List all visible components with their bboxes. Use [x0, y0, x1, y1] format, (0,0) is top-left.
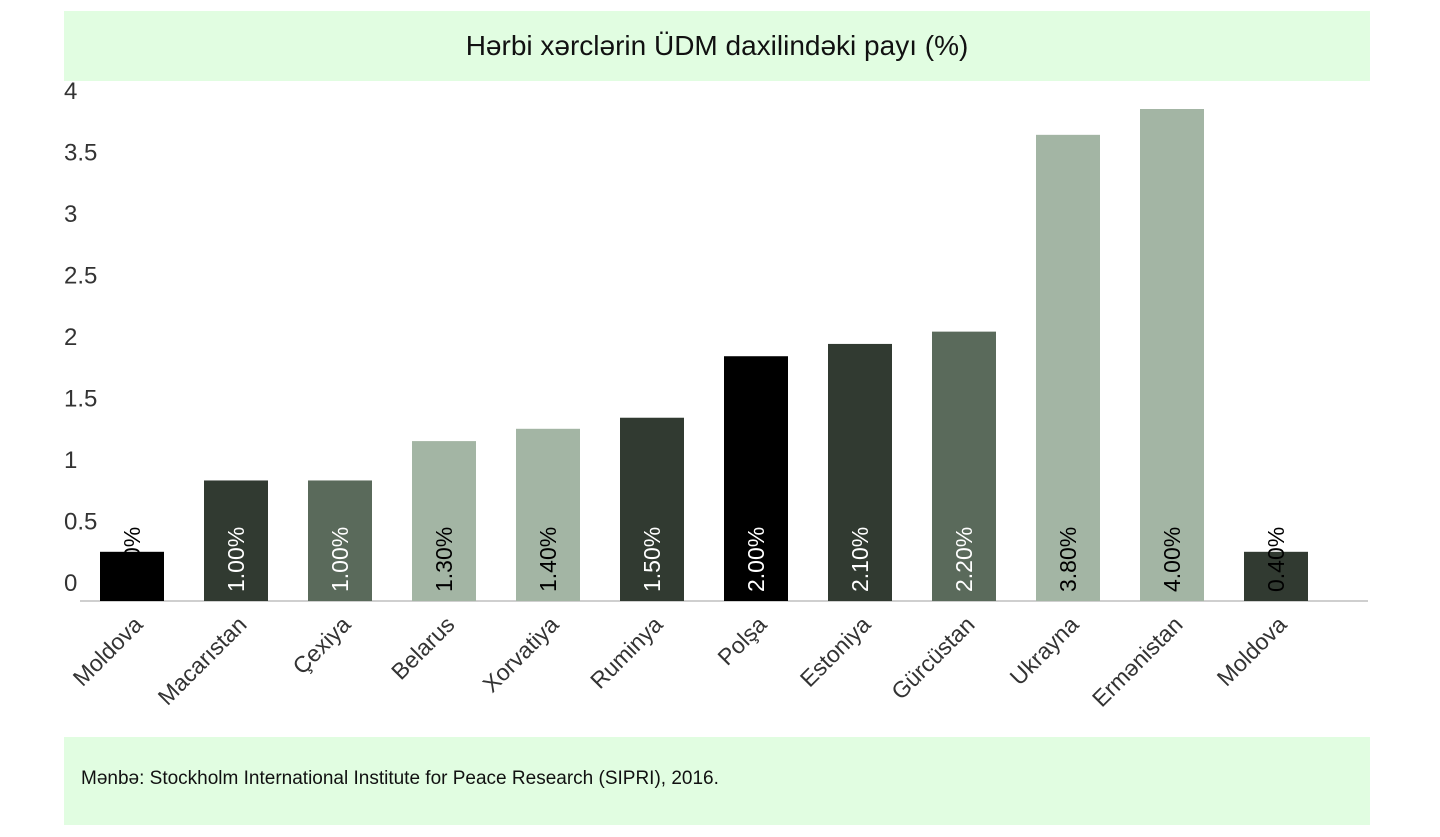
bar — [308, 480, 372, 601]
data-label: 2.00% — [743, 527, 769, 592]
y-tick-label: 0 — [64, 570, 77, 597]
y-tick-label: 3.5 — [64, 140, 97, 167]
x-tick-label: Macarıstan — [153, 611, 252, 710]
x-tick-label: Xorvatiya — [477, 611, 563, 697]
bar — [828, 343, 892, 601]
x-tick-label: Ermənistan — [1087, 611, 1188, 712]
bar — [932, 331, 996, 601]
data-label: 1.40% — [535, 527, 561, 592]
x-tick-label: Ruminya — [585, 611, 668, 694]
bar — [204, 480, 268, 601]
bar-chart: 0 0.5 1 1.5 2 2.5 3 3.5 4 0.40% Moldova 1.00% Macarı… — [64, 78, 1368, 712]
x-tick-label: Belarus — [386, 611, 460, 685]
x-tick-label: Moldova — [68, 611, 148, 691]
y-tick-label: 0.5 — [64, 509, 97, 536]
source-band: Mənbə: Stockholm International Institute… — [64, 737, 1370, 825]
y-tick-label: 1.5 — [64, 386, 97, 413]
y-tick-label: 1 — [64, 447, 77, 474]
bar — [1244, 551, 1308, 601]
data-label: 0.40% — [119, 527, 145, 592]
chart-title: Hərbi xərclərin ÜDM daxilindəki payı (%) — [465, 30, 969, 61]
title-band: Hərbi xərclərin ÜDM daxilindəki payı (%) — [64, 11, 1370, 81]
x-tick-label: Moldova — [1212, 611, 1292, 691]
bar — [724, 356, 788, 601]
data-label: 1.00% — [327, 527, 353, 592]
data-label: 1.30% — [431, 527, 457, 592]
bar — [412, 441, 476, 601]
data-label: 1.00% — [223, 527, 249, 592]
data-label: 3.80% — [1055, 527, 1081, 592]
x-tick-label: Çexiya — [287, 611, 355, 679]
data-label: 4.00% — [1159, 527, 1185, 592]
bar — [620, 417, 684, 601]
y-tick-label: 2 — [64, 324, 77, 351]
bar — [516, 428, 580, 601]
bar — [100, 551, 164, 601]
bar — [1140, 109, 1204, 601]
source-note: Mənbə: Stockholm International Institute… — [81, 768, 719, 789]
data-label: 0.40% — [1263, 527, 1289, 592]
data-label: 1.50% — [639, 527, 665, 592]
x-tick-label: Ukrayna — [1005, 611, 1084, 690]
bar — [1036, 134, 1100, 601]
y-tick-label: 3 — [64, 201, 77, 228]
y-tick-label: 2.5 — [64, 263, 97, 290]
data-label: 2.10% — [847, 527, 873, 592]
x-tick-label: Estoniya — [795, 611, 876, 692]
x-tick-label: Gürcüstan — [886, 611, 979, 704]
y-tick-label: 4 — [64, 78, 77, 105]
x-tick-label: Polşa — [712, 611, 771, 670]
data-label: 2.20% — [951, 527, 977, 592]
